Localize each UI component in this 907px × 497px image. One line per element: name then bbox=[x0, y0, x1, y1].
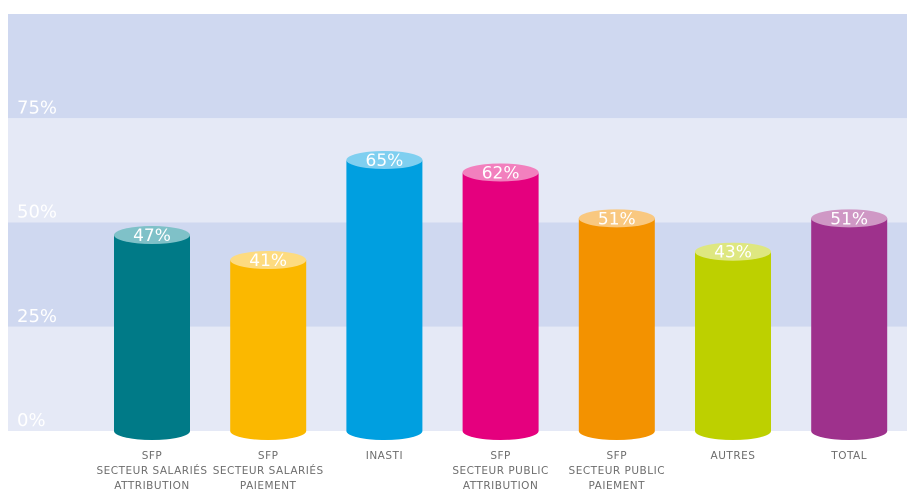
bar-cap bbox=[462, 163, 539, 182]
bar-body bbox=[578, 218, 655, 440]
bar: 41% bbox=[230, 251, 307, 440]
bar-cap bbox=[811, 209, 888, 228]
x-tick-label: SFP SECTEUR PUBLIC PAIEMENT bbox=[569, 450, 666, 492]
bar-cap bbox=[114, 226, 190, 245]
x-tick-label: TOTAL bbox=[830, 450, 867, 462]
x-tick-label: AUTRES bbox=[711, 450, 756, 462]
bar-body bbox=[695, 251, 771, 440]
bar: 65% bbox=[346, 150, 423, 440]
bar-cap bbox=[578, 209, 655, 228]
data-label: 51% bbox=[598, 209, 636, 229]
data-label: 43% bbox=[714, 243, 752, 263]
x-tick-label: SFP SECTEUR PUBLIC ATTRIBUTION bbox=[452, 450, 549, 492]
background-band bbox=[8, 14, 907, 119]
bar-cap bbox=[695, 242, 771, 261]
bar-cap bbox=[230, 251, 307, 270]
bar-body bbox=[114, 235, 190, 440]
bar: 51% bbox=[811, 209, 888, 440]
x-tick-label: SFP SECTEUR SALARIÉS ATTRIBUTION bbox=[96, 450, 207, 492]
y-tick-label: 75% bbox=[17, 97, 57, 118]
bar-cap bbox=[346, 150, 423, 169]
bars: 47% 41% 65% 62% 51% 43% 51% bbox=[114, 150, 888, 440]
y-tick-label: 0% bbox=[17, 410, 46, 431]
bar-body bbox=[811, 218, 888, 440]
x-tick-label: INASTI bbox=[366, 450, 403, 462]
data-label: 62% bbox=[482, 163, 520, 183]
bar-body bbox=[230, 260, 307, 440]
bar: 62% bbox=[462, 163, 539, 440]
bar-body bbox=[346, 159, 423, 440]
y-axis-ticks: 0% 25% 50% 75% 100% bbox=[17, 0, 68, 431]
background-band bbox=[8, 118, 907, 223]
y-tick-label: 25% bbox=[17, 306, 57, 327]
bar-body bbox=[462, 172, 539, 440]
bar: 51% bbox=[578, 209, 655, 440]
bar: 43% bbox=[695, 242, 771, 440]
data-label: 41% bbox=[249, 251, 287, 271]
data-label: 51% bbox=[830, 209, 868, 229]
data-label: 65% bbox=[366, 151, 404, 171]
y-tick-label: 100% bbox=[17, 0, 68, 14]
x-tick-label: SFP SECTEUR SALARIÉS PAIEMENT bbox=[213, 450, 324, 492]
data-label: 47% bbox=[133, 226, 171, 246]
bar: 47% bbox=[114, 226, 190, 440]
y-tick-label: 50% bbox=[17, 202, 57, 223]
